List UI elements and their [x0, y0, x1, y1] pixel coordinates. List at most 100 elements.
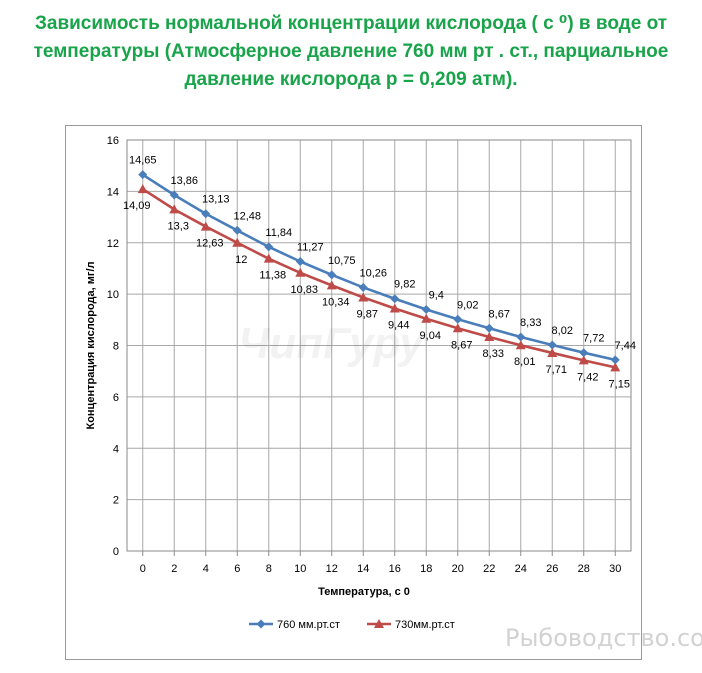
- data-point-marker: [169, 190, 179, 200]
- data-label: 13,3: [168, 220, 189, 232]
- data-label: 10,83: [290, 284, 318, 296]
- x-tick-label: 4: [203, 563, 209, 575]
- data-label: 8,33: [520, 317, 541, 329]
- watermark-center: ЧипГуру: [238, 319, 426, 368]
- data-point-marker: [515, 340, 526, 350]
- data-label: 7,71: [546, 364, 567, 376]
- data-point-marker: [389, 303, 400, 313]
- data-point-marker: [484, 332, 495, 342]
- x-tick-label: 26: [546, 563, 558, 575]
- x-tick-label: 20: [452, 563, 464, 575]
- data-point-marker: [169, 204, 180, 214]
- data-point-marker: [295, 257, 305, 267]
- y-axis-title: Концентрация кислорода, мг/л: [85, 261, 97, 429]
- x-axis-title: Температура, с 0: [318, 586, 410, 598]
- data-label: 7,15: [609, 378, 630, 390]
- y-tick-label: 4: [113, 443, 119, 455]
- x-tick-label: 30: [609, 563, 621, 575]
- x-tick-label: 14: [357, 563, 369, 575]
- data-point-marker: [200, 221, 211, 231]
- data-label: 13,13: [202, 194, 230, 206]
- data-label: 9,87: [357, 308, 378, 320]
- data-label: 10,34: [322, 296, 350, 308]
- series-line: [142, 173, 616, 362]
- watermark-corner: Рыбоводство.com: [505, 624, 702, 652]
- data-point-marker: [201, 209, 211, 219]
- x-tick-label: 28: [578, 563, 590, 575]
- data-point-marker: [264, 242, 274, 252]
- y-tick-label: 12: [107, 238, 119, 250]
- data-point-marker: [137, 184, 148, 194]
- data-point-marker: [232, 225, 242, 235]
- data-label: 8,01: [514, 356, 535, 368]
- data-label: 7,72: [583, 333, 604, 345]
- data-point-marker: [610, 355, 620, 365]
- data-point-marker: [547, 340, 557, 350]
- x-tick-label: 18: [420, 563, 432, 575]
- chart-frame: 0 2 4 6 8 10 12 14 16 0 2 4 6 8 10 12 14 16 18 20 22 24 26 28 30…: [65, 125, 642, 660]
- data-point-marker: [452, 323, 463, 333]
- y-tick-label: 2: [113, 495, 119, 507]
- data-point-marker: [390, 294, 400, 304]
- data-point-marker: [421, 305, 431, 315]
- data-point-marker: [547, 347, 558, 357]
- data-label: 11,38: [259, 270, 286, 282]
- data-label: 9,82: [394, 279, 415, 291]
- page-title: Зависимость нормальной концентрации кисл…: [30, 10, 672, 94]
- data-point-marker: [138, 170, 148, 180]
- y-tick-label: 6: [113, 392, 119, 404]
- data-label: 8,67: [489, 308, 510, 320]
- data-point-marker: [327, 270, 337, 280]
- x-tick-label: 16: [389, 563, 401, 575]
- data-label: 9,4: [429, 290, 444, 302]
- data-label: 8,67: [451, 339, 472, 351]
- data-point-marker: [358, 282, 368, 292]
- data-label: 13,86: [170, 175, 198, 187]
- x-tick-label: 6: [234, 563, 240, 575]
- legend-swatch-marker: [374, 619, 384, 628]
- series-line: [142, 187, 616, 369]
- data-point-marker: [358, 292, 369, 302]
- data-label: 8,02: [552, 325, 573, 337]
- legend-label: 760 мм.рт.ст: [277, 619, 340, 631]
- legend-swatch-marker: [256, 619, 266, 629]
- data-label: 10,26: [359, 267, 387, 279]
- y-tick-label: 0: [113, 546, 119, 558]
- legend-label: 730мм.рт.ст: [395, 619, 455, 631]
- data-label: 14,65: [129, 155, 157, 167]
- legend: 760 мм.рт.ст 730мм.рт.ст: [249, 619, 455, 631]
- data-label: 11,27: [297, 242, 324, 254]
- data-point-marker: [295, 267, 306, 277]
- data-label: 12: [235, 254, 247, 266]
- x-tick-label: 22: [483, 563, 495, 575]
- data-label: 12,63: [196, 238, 224, 250]
- title-line-1: Зависимость нормальной концентрации кисл…: [34, 13, 668, 34]
- x-tick-label: 8: [266, 563, 272, 575]
- data-label: 9,02: [457, 299, 478, 311]
- data-label: 14,09: [123, 200, 151, 212]
- x-tick-label: 24: [515, 563, 527, 575]
- data-point-marker: [421, 313, 432, 323]
- data-label: 10,75: [328, 255, 356, 267]
- data-point-marker: [232, 237, 243, 247]
- x-tick-label: 12: [326, 563, 338, 575]
- data-point-marker: [453, 314, 463, 324]
- data-point-marker: [484, 323, 494, 333]
- x-tick-label: 10: [294, 563, 306, 575]
- data-point-marker: [326, 280, 337, 290]
- data-label: 12,48: [233, 210, 261, 222]
- data-label: 9,04: [420, 330, 441, 342]
- data-label: 8,33: [483, 348, 504, 360]
- y-tick-label: 16: [107, 135, 119, 147]
- x-tick-label: 2: [171, 563, 177, 575]
- y-tick-label: 10: [107, 289, 119, 301]
- data-label: 7,44: [615, 340, 636, 352]
- data-point-marker: [610, 362, 621, 372]
- data-label: 7,42: [577, 371, 598, 383]
- data-point-marker: [516, 332, 526, 342]
- series-2: 14,09 13,3 12,63 12 11,38 10,83 10,34 9,87 9,44 9…: [123, 184, 630, 390]
- title-line-3: давление кислорода р = 0,209 атм).: [184, 69, 518, 90]
- data-point-marker: [263, 253, 274, 263]
